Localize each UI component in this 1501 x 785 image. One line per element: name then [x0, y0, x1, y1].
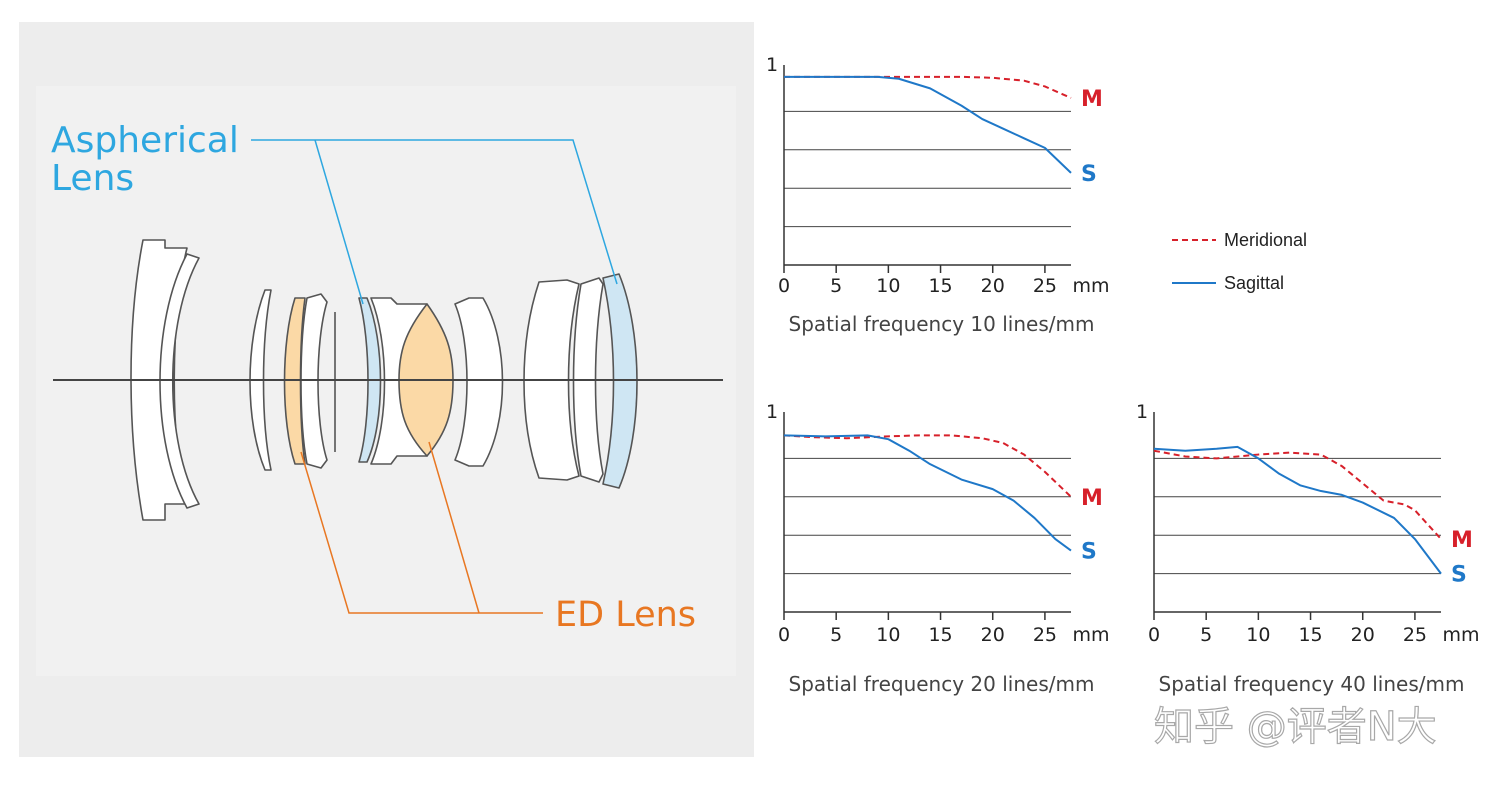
aspherical-leader-lines [251, 139, 618, 305]
series-label-m: M [1081, 486, 1103, 511]
series-meridional [784, 75, 1072, 99]
x-tick-label: 25 [1033, 275, 1057, 297]
mtf-chart-2: 0 5 10 15 20 25 mm 1 M S Spatial frequency 20 line… [766, 401, 1110, 696]
x-tick-label: 5 [830, 275, 842, 297]
watermark: 知乎 @评者N大 [1154, 704, 1437, 750]
chart-caption: Spatial frequency 20 lines/mm [789, 672, 1095, 696]
x-tick-label: 25 [1033, 624, 1057, 646]
series-meridional [783, 434, 1072, 498]
legend: Meridional Sagittal [1172, 230, 1307, 293]
series-label-m: M [1081, 87, 1103, 112]
x-tick-label: 20 [981, 275, 1005, 297]
x-tick-label: 0 [1148, 624, 1160, 646]
series-sagittal [783, 434, 1072, 552]
lens-element-2 [159, 253, 200, 509]
x-unit-label: mm [1072, 624, 1109, 646]
chart-caption: Spatial frequency 40 lines/mm [1159, 672, 1465, 696]
ed-leader-lines [300, 441, 543, 614]
aspherical-label-line2: Lens [51, 158, 134, 199]
ed-lens-label: ED Lens [555, 595, 696, 635]
y-tick-label: 1 [766, 54, 778, 76]
chart-caption: Spatial frequency 10 lines/mm [789, 312, 1095, 336]
lens-construction-diagram: Aspherical Lens ED Lens [19, 22, 754, 757]
mtf-chart-1: 0 5 10 15 20 25 mm 1 M S Spatial frequency 10 line… [766, 54, 1110, 336]
x-tick-label: 15 [928, 275, 952, 297]
series-sagittal [784, 75, 1072, 174]
x-tick-label: 0 [778, 624, 790, 646]
y-tick-label: 1 [766, 401, 778, 423]
x-tick-label: 10 [1246, 624, 1270, 646]
x-tick-label: 10 [876, 624, 900, 646]
x-tick-label: 15 [928, 624, 952, 646]
series-label-s: S [1081, 162, 1097, 187]
x-tick-label: 20 [981, 624, 1005, 646]
x-tick-label: 15 [1298, 624, 1322, 646]
x-tick-label: 20 [1351, 624, 1375, 646]
series-label-m: M [1451, 528, 1473, 553]
x-tick-label: 5 [1200, 624, 1212, 646]
legend-sagittal-label: Sagittal [1224, 273, 1284, 293]
series-meridional [1153, 449, 1442, 540]
mtf-chart-3: 0 5 10 15 20 25 mm 1 MS Spatial frequency 40 line… [1136, 401, 1480, 696]
x-tick-label: 10 [876, 275, 900, 297]
x-tick-label: 25 [1403, 624, 1427, 646]
x-tick-label: 5 [830, 624, 842, 646]
series-sagittal [1153, 445, 1442, 575]
series-label-s: S [1451, 563, 1467, 588]
series-label-s: S [1081, 540, 1097, 565]
aspherical-label-line1: Aspherical [51, 120, 239, 161]
y-tick-label: 1 [1136, 401, 1148, 423]
x-tick-label: 0 [778, 275, 790, 297]
legend-meridional-label: Meridional [1224, 230, 1307, 250]
x-unit-label: mm [1442, 624, 1479, 646]
lens-element-9 [454, 297, 504, 467]
x-unit-label: mm [1072, 275, 1109, 297]
